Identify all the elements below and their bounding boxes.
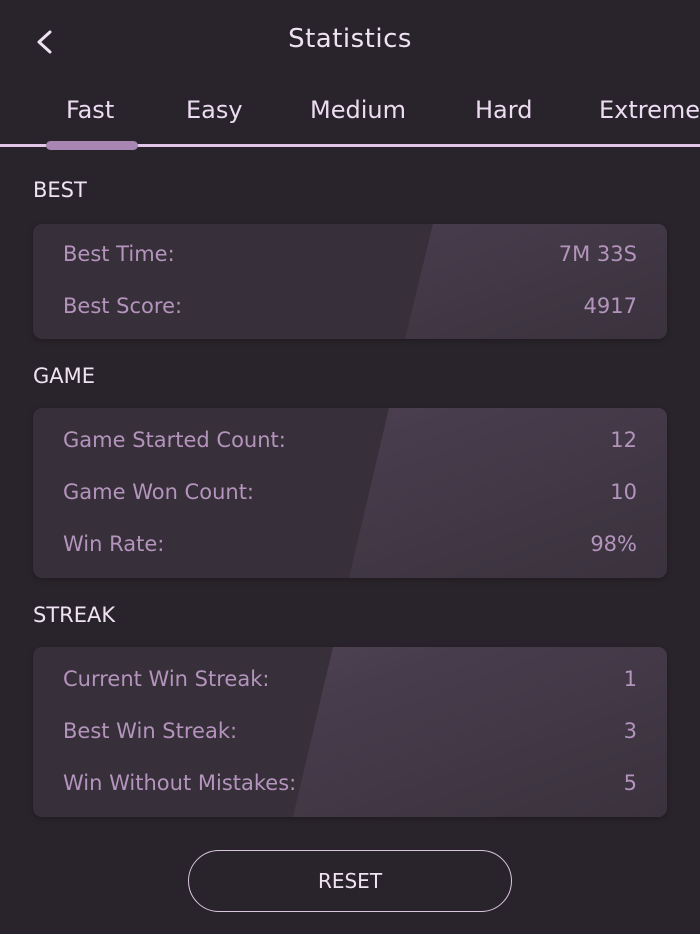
stat-value: 4917	[583, 294, 637, 318]
stat-label: Win Rate:	[63, 532, 165, 556]
section-title-best: BEST	[33, 178, 87, 202]
card-shine	[293, 647, 667, 817]
stat-value: 5	[623, 771, 637, 795]
stat-label: Game Started Count:	[63, 428, 286, 452]
section-title-streak: STREAK	[33, 603, 116, 627]
stat-label: Best Time:	[63, 242, 175, 266]
section-title-game: GAME	[33, 364, 96, 388]
stat-row: Best Win Streak: 3	[63, 719, 637, 743]
stat-label: Win Without Mistakes:	[63, 771, 297, 795]
stat-row: Win Without Mistakes: 5	[63, 771, 637, 795]
back-button[interactable]	[30, 22, 60, 62]
stat-label: Game Won Count:	[63, 480, 254, 504]
stat-row: Win Rate: 98%	[63, 532, 637, 556]
page-title: Statistics	[288, 24, 412, 54]
active-tab-indicator	[46, 141, 138, 150]
stat-row: Current Win Streak: 1	[63, 667, 637, 691]
stat-value: 1	[623, 667, 637, 691]
stat-row: Game Started Count: 12	[63, 428, 637, 452]
header: Statistics	[0, 0, 700, 84]
stat-value: 98%	[590, 532, 637, 556]
stat-value: 10	[610, 480, 637, 504]
tab-extreme[interactable]: Extreme	[599, 96, 700, 124]
streak-card: Current Win Streak: 1 Best Win Streak: 3 W…	[33, 647, 667, 817]
card-shine	[349, 408, 667, 578]
stat-row: Best Time: 7M 33S	[63, 242, 637, 266]
stat-row: Best Score: 4917	[63, 294, 637, 318]
stat-value: 3	[623, 719, 637, 743]
reset-button[interactable]: RESET	[188, 850, 512, 912]
stat-row: Game Won Count: 10	[63, 480, 637, 504]
tab-easy[interactable]: Easy	[186, 96, 243, 124]
stat-label: Best Score:	[63, 294, 183, 318]
best-card: Best Time: 7M 33S Best Score: 4917	[33, 224, 667, 339]
stat-label: Current Win Streak:	[63, 667, 270, 691]
game-card: Game Started Count: 12 Game Won Count: 10 …	[33, 408, 667, 578]
stat-label: Best Win Streak:	[63, 719, 238, 743]
difficulty-tabs: Fast Easy Medium Hard Extreme	[0, 84, 700, 150]
tabs-divider	[0, 144, 700, 147]
stat-value: 12	[610, 428, 637, 452]
tab-medium[interactable]: Medium	[310, 96, 406, 124]
tab-fast[interactable]: Fast	[66, 96, 115, 124]
chevron-left-icon	[37, 30, 52, 54]
tab-hard[interactable]: Hard	[475, 96, 533, 124]
card-shine	[405, 224, 667, 339]
stat-value: 7M 33S	[558, 242, 637, 266]
